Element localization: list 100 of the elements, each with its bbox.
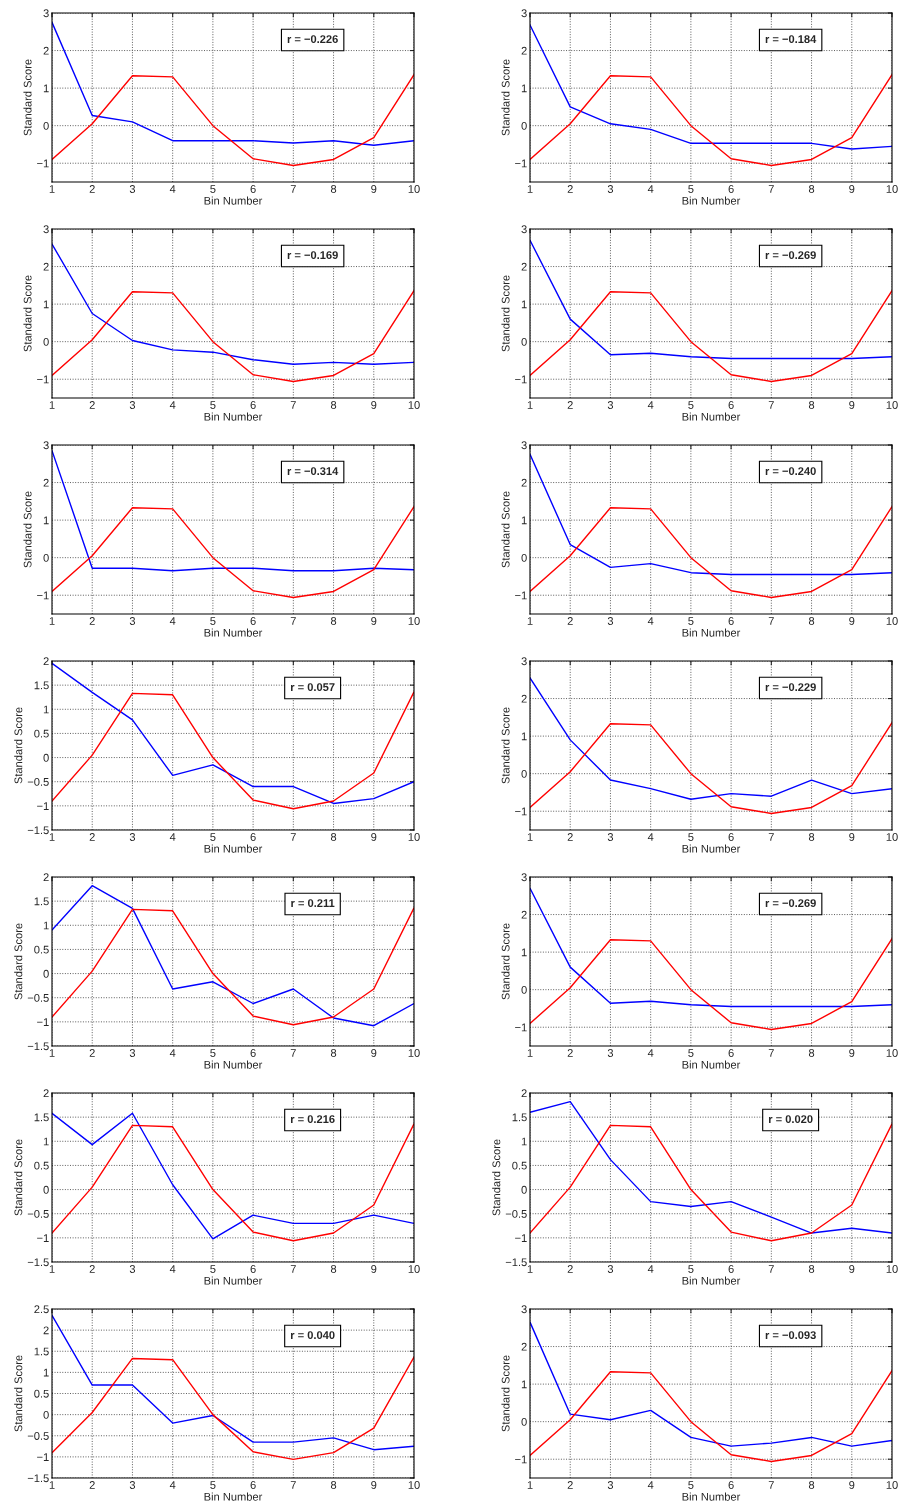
y-tick-label: 1	[43, 516, 49, 525]
y-tick-label: 3	[43, 9, 49, 18]
x-axis-title: Bin Number	[682, 412, 741, 421]
line-series	[52, 907, 414, 1026]
y-tick-label: 2	[43, 657, 49, 666]
y-tick-label: 1.5	[34, 681, 49, 690]
y-tick-label: −1	[37, 1234, 49, 1242]
x-tick-label: 5	[688, 401, 694, 409]
y-axis-title: Standard Score	[14, 707, 23, 784]
x-tick-label: 7	[290, 617, 296, 625]
y-tick-label: 2	[521, 46, 527, 55]
line-series	[52, 289, 414, 383]
line-series	[530, 1123, 892, 1242]
x-tick-label: 10	[886, 1049, 898, 1057]
y-tick-label: 0.5	[34, 945, 49, 954]
x-tick-label: 2	[89, 1049, 95, 1057]
x-tick-label: 1	[49, 1265, 55, 1273]
x-tick-label: 8	[330, 401, 337, 409]
x-tick-label: 6	[250, 401, 256, 409]
x-tick-label: 8	[330, 833, 337, 841]
x-tick-label: 6	[728, 1049, 734, 1057]
y-tick-label: −1	[515, 1234, 527, 1242]
x-tick-label: 10	[886, 401, 898, 409]
line-series	[530, 1321, 892, 1447]
line-series	[530, 1100, 892, 1234]
y-axis-title: Standard Score	[14, 1355, 23, 1432]
y-tick-label: 1	[521, 300, 527, 309]
y-tick-label: 2	[521, 1089, 527, 1098]
x-tick-label: 4	[169, 1481, 176, 1489]
x-tick-label: 10	[408, 833, 420, 841]
x-tick-label: 6	[250, 1049, 256, 1057]
x-tick-label: 2	[567, 185, 573, 193]
x-axis-title: Bin Number	[682, 1060, 741, 1069]
x-tick-label: 8	[808, 185, 815, 193]
x-tick-label: 7	[768, 617, 774, 625]
annotation: r = −0.314	[287, 467, 339, 476]
x-tick-label: 6	[728, 617, 734, 625]
x-tick-label: 8	[330, 1049, 337, 1057]
y-tick-label: −1	[515, 1023, 527, 1032]
x-tick-label: 1	[527, 833, 533, 841]
x-tick-label: 1	[49, 1481, 55, 1489]
line-series	[530, 73, 892, 167]
x-tick-label: 6	[250, 617, 256, 625]
y-tick-label: −1	[37, 802, 49, 810]
x-tick-label: 9	[849, 833, 855, 841]
x-tick-label: 1	[527, 1049, 533, 1057]
y-tick-label: −1.5	[505, 1258, 527, 1267]
y-tick-label: −1	[515, 159, 527, 168]
y-tick-label: −1	[515, 375, 527, 384]
x-tick-label: 1	[49, 185, 55, 193]
x-tick-label: 7	[768, 1481, 774, 1489]
y-tick-label: 0	[43, 553, 49, 562]
y-tick-label: 1	[521, 84, 527, 93]
y-axis-title: Standard Score	[501, 275, 510, 352]
y-tick-label: −0.5	[27, 777, 49, 786]
x-tick-label: 2	[89, 1481, 95, 1489]
y-tick-label: 1	[43, 921, 49, 930]
x-tick-label: 5	[688, 185, 694, 193]
x-tick-label: 3	[129, 1265, 136, 1273]
y-axis-title: Standard Score	[14, 1139, 23, 1216]
annotation: r = 0.020	[768, 1115, 813, 1124]
line-series	[52, 691, 414, 810]
x-axis-title: Bin Number	[682, 628, 741, 637]
x-tick-label: 10	[408, 185, 420, 193]
x-tick-label: 9	[849, 1481, 855, 1489]
y-tick-label: −1	[515, 591, 527, 600]
y-tick-label: 2	[521, 262, 527, 271]
x-tick-label: 8	[808, 1049, 815, 1057]
y-tick-label: 0	[521, 1417, 527, 1426]
x-tick-label: 9	[371, 1481, 377, 1489]
x-tick-label: 5	[210, 185, 216, 193]
y-tick-label: 3	[521, 9, 527, 18]
x-tick-label: 1	[49, 1049, 55, 1057]
y-tick-label: 0	[521, 121, 527, 130]
y-tick-label: −1	[37, 375, 49, 384]
y-tick-label: 2	[521, 1342, 527, 1351]
x-tick-label: 4	[647, 833, 654, 841]
x-tick-label: 7	[768, 1049, 774, 1057]
x-tick-label: 5	[210, 1265, 216, 1273]
x-tick-label: 9	[371, 185, 377, 193]
annotation: r = 0.057	[290, 683, 335, 692]
y-tick-label: 1	[43, 84, 49, 93]
y-axis-title: Standard Score	[23, 275, 32, 352]
x-tick-label: 5	[688, 617, 694, 625]
y-axis-title: Standard Score	[501, 923, 510, 1000]
line-series	[530, 721, 892, 815]
x-tick-label: 1	[527, 617, 533, 625]
y-tick-label: 1	[521, 948, 527, 957]
y-tick-label: 1.5	[34, 1347, 49, 1356]
y-axis-title: Standard Score	[14, 923, 23, 1000]
x-tick-label: 7	[290, 401, 296, 409]
x-tick-label: 5	[688, 1481, 694, 1489]
y-tick-label: 0	[521, 985, 527, 994]
x-tick-label: 4	[647, 401, 654, 409]
x-axis-title: Bin Number	[204, 1492, 263, 1501]
y-tick-label: 1.5	[512, 1113, 527, 1122]
y-tick-label: 2	[521, 910, 527, 919]
x-tick-label: 8	[330, 1481, 337, 1489]
x-tick-label: 10	[408, 1049, 420, 1057]
y-tick-label: −0.5	[505, 1209, 527, 1218]
